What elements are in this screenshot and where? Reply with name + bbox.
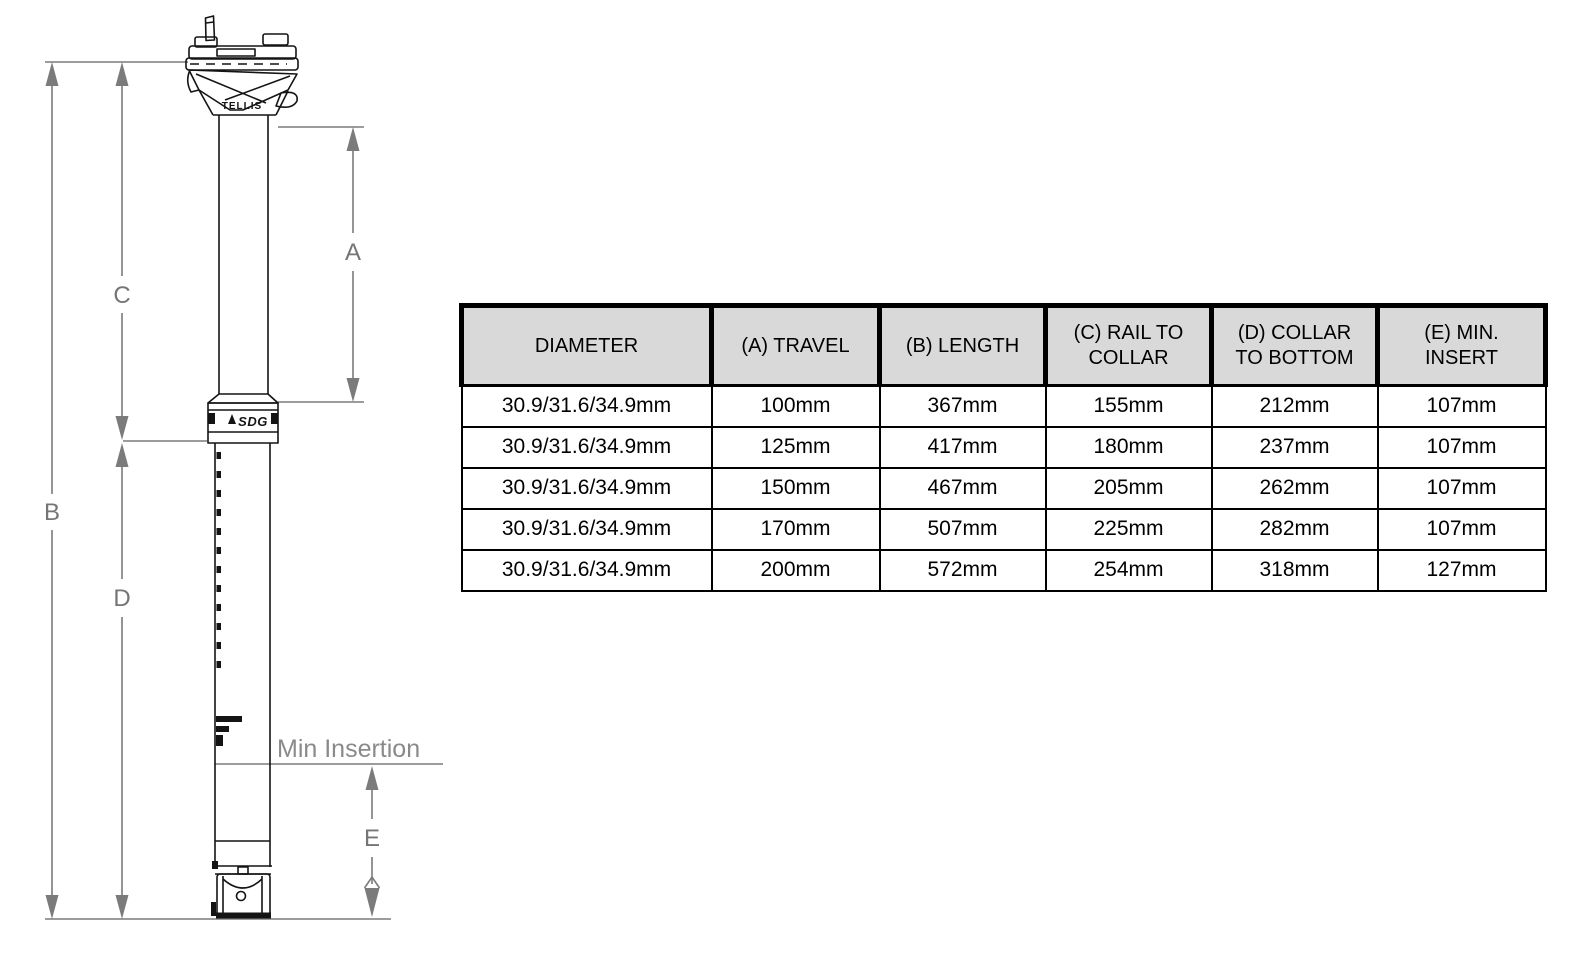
dimension-lines [45, 61, 443, 920]
table-row: 30.9/31.6/34.9mm 150mm 467mm 205mm 262mm… [460, 466, 1547, 510]
cell-travel: 150mm [710, 466, 881, 510]
clamp-plate-detail [216, 48, 256, 57]
upper-tube [218, 115, 269, 394]
arrow-a-up [346, 127, 360, 151]
seatpost-diagram: A B C D E Min Insertion [44, 15, 443, 920]
clamp-nut-left [194, 36, 218, 48]
cap-notch [237, 866, 249, 875]
arrow-b-up [45, 62, 59, 86]
cell-travel: 170mm [710, 507, 881, 551]
cell-min-insert: 107mm [1376, 384, 1547, 428]
cell-collar-to-bottom: 282mm [1210, 507, 1379, 551]
arrow-d-down [115, 895, 129, 919]
dim-label-c: C [113, 282, 130, 309]
lower-tube [214, 443, 271, 867]
min-insertion-marks [216, 716, 242, 746]
cell-rail-to-collar: 155mm [1044, 384, 1213, 428]
cradle-strut-1 [195, 73, 267, 104]
table-row: 30.9/31.6/34.9mm 170mm 507mm 225mm 282mm… [460, 507, 1547, 551]
cell-travel: 125mm [710, 425, 881, 469]
e-arrow-notch [363, 875, 381, 889]
dim-label-a: A [345, 239, 361, 266]
cell-diameter: 30.9/31.6/34.9mm [460, 548, 713, 592]
col-header-travel: (A) TRAVEL [709, 303, 882, 387]
arrow-c-down [115, 416, 129, 440]
arrow-b-down [45, 895, 59, 919]
cell-min-insert: 107mm [1376, 466, 1547, 510]
table-row: 30.9/31.6/34.9mm 200mm 572mm 254mm 318mm… [460, 548, 1547, 592]
cap-inner-arc [222, 878, 263, 889]
cell-length: 417mm [878, 425, 1047, 469]
clamp-nut-right [262, 33, 289, 46]
arrow-e-down [364, 888, 380, 917]
head-right-horn [275, 91, 298, 108]
cell-travel: 100mm [710, 384, 881, 428]
cell-length: 467mm [878, 466, 1047, 510]
cap-left-bar [211, 902, 216, 916]
cell-rail-to-collar: 254mm [1044, 548, 1213, 592]
col-header-min-insert: (E) MIN. INSERT [1375, 303, 1548, 387]
collar-logo-wrap-left [208, 413, 215, 424]
table-row: 30.9/31.6/34.9mm 125mm 417mm 180mm 237mm… [460, 425, 1547, 469]
seatpost-drawing: TELLIS SDG [185, 15, 299, 919]
col-header-rail-to-collar: (C) RAIL TO COLLAR [1043, 303, 1214, 387]
min-insertion-label: Min Insertion [277, 735, 420, 763]
cell-rail-to-collar: 205mm [1044, 466, 1213, 510]
cell-min-insert: 107mm [1376, 425, 1547, 469]
clamp-bolt [204, 15, 216, 42]
bottom-cap [211, 861, 272, 919]
cell-collar-to-bottom: 262mm [1210, 466, 1379, 510]
head-left-horn [186, 69, 200, 93]
collar-brand-text: SDG [238, 414, 268, 429]
head-taper [198, 89, 289, 116]
col-header-collar-to-bottom: (D) COLLAR TO BOTTOM [1209, 303, 1380, 387]
cell-min-insert: 127mm [1376, 548, 1547, 592]
dimension-arrowheads [45, 62, 380, 919]
clamp-lower-plate [185, 57, 299, 71]
dim-label-e: E [364, 825, 380, 852]
header-row: DIAMETER (A) TRAVEL (B) LENGTH (C) RAIL … [459, 303, 1548, 387]
dim-label-b: B [44, 499, 60, 526]
cell-collar-to-bottom: 212mm [1210, 384, 1379, 428]
cell-rail-to-collar: 180mm [1044, 425, 1213, 469]
arrow-c-up [115, 62, 129, 86]
table-row: 30.9/31.6/34.9mm 100mm 367mm 155mm 212mm… [460, 384, 1547, 428]
cell-travel: 200mm [710, 548, 881, 592]
cell-length: 507mm [878, 507, 1047, 551]
collar-bevel [207, 393, 279, 404]
cell-diameter: 30.9/31.6/34.9mm [460, 466, 713, 510]
cell-collar-to-bottom: 318mm [1210, 548, 1379, 592]
cell-diameter: 30.9/31.6/34.9mm [460, 425, 713, 469]
cap-cable-port [235, 890, 247, 902]
col-header-length: (B) LENGTH [877, 303, 1048, 387]
clamp-top-plate [188, 45, 297, 60]
depth-ticks [216, 452, 221, 668]
cap-left-tab [212, 861, 218, 869]
cell-length: 367mm [878, 384, 1047, 428]
arrow-d-up [115, 443, 129, 467]
cell-length: 572mm [878, 548, 1047, 592]
cradle-strut-2 [224, 75, 291, 101]
collar-logo-wrap-right [271, 413, 278, 424]
col-header-diameter: DIAMETER [459, 303, 714, 387]
cell-min-insert: 107mm [1376, 507, 1547, 551]
cap-inner-walls [222, 876, 263, 914]
saddle-clamp-head [185, 15, 299, 116]
arrow-a-down [346, 378, 360, 402]
collar-logo-triangle [228, 414, 236, 424]
dim-label-d: D [113, 585, 130, 612]
cell-collar-to-bottom: 237mm [1210, 425, 1379, 469]
cell-rail-to-collar: 225mm [1044, 507, 1213, 551]
cell-diameter: 30.9/31.6/34.9mm [460, 384, 713, 428]
spec-table: DIAMETER (A) TRAVEL (B) LENGTH (C) RAIL … [459, 303, 1548, 592]
collar [207, 393, 279, 444]
head-brand-text: TELLIS [222, 101, 262, 112]
arrow-e-up [365, 766, 379, 790]
collar-bands [208, 409, 278, 433]
cell-diameter: 30.9/31.6/34.9mm [460, 507, 713, 551]
